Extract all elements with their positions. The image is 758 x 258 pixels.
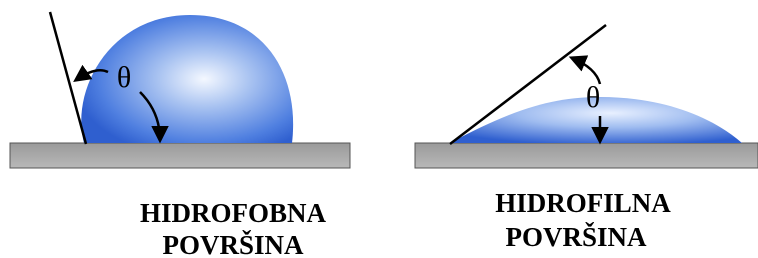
hydrophilic-panel: θ HIDROFILNA POVRŠINA [415, 25, 758, 252]
label: HIDROFOBNA [140, 198, 327, 228]
hydrophobic-panel: θ HIDROFOBNA POVRŠINA [10, 12, 350, 258]
label: POVRŠINA [162, 230, 304, 258]
angle-symbol: θ [117, 61, 131, 94]
contact-angle-diagram: θ HIDROFOBNA POVRŠINA θ HIDROFILNA POVRŠ… [0, 0, 758, 258]
label: POVRŠINA [505, 222, 647, 252]
label: HIDROFILNA [495, 188, 671, 218]
surface [415, 143, 758, 168]
droplet [81, 15, 293, 143]
angle-symbol: θ [586, 81, 600, 114]
surface [10, 143, 350, 168]
